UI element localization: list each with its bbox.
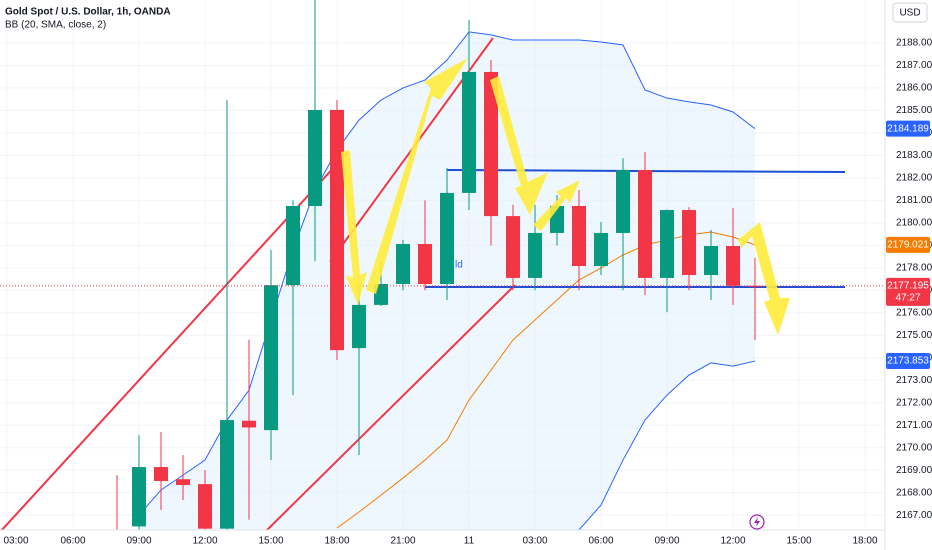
- chart-title: Gold Spot / U.S. Dollar, 1h, OANDA: [5, 7, 171, 18]
- trend-line: [265, 284, 516, 530]
- candle-body: [396, 243, 410, 285]
- candle-body: [110, 538, 124, 542]
- annotation-text: ld: [455, 260, 463, 271]
- price-label-box: [886, 353, 930, 370]
- y-tick-label: 2180.00: [896, 217, 932, 228]
- y-tick-label: 2186.00: [896, 83, 932, 94]
- candle-body: [440, 192, 454, 285]
- x-tick-label: 21:00: [390, 536, 415, 547]
- candle-body: [286, 205, 300, 286]
- band-line: [578, 360, 756, 530]
- x-tick-label: 18:00: [324, 536, 349, 547]
- y-tick-label: 2175.00: [896, 330, 932, 341]
- candle-body: [176, 479, 190, 486]
- x-tick-label: 09:00: [654, 536, 679, 547]
- y-tick-label: 2176.00: [896, 307, 932, 318]
- candle-body: [506, 216, 520, 278]
- y-tick-label: 2169.00: [896, 465, 932, 476]
- x-tick-label: 06:00: [588, 536, 613, 547]
- y-tick-label: 2188.00: [896, 38, 932, 49]
- arrow: [738, 222, 790, 335]
- y-tick-label: 2183.00: [896, 150, 932, 161]
- y-tick-label: 2170.00: [896, 442, 932, 453]
- y-tick-label: 2178.00: [896, 262, 932, 273]
- candle-body: [352, 304, 366, 349]
- y-tick-label: 2167.00: [896, 510, 932, 521]
- candle-body: [220, 420, 234, 529]
- candles: [0, 0, 885, 542]
- x-tick-label: 06:00: [60, 536, 85, 547]
- arrow: [341, 150, 367, 305]
- indicator-label: BB (20, SMA, close, 2): [5, 20, 106, 31]
- x-tick-label: 03:00: [3, 536, 28, 547]
- candle-body: [154, 467, 168, 481]
- candle-body: [308, 109, 322, 206]
- y-tick-label: 2187.00: [896, 60, 932, 71]
- candle-body: [704, 245, 718, 276]
- candle-body: [638, 169, 652, 278]
- currency-box[interactable]: [892, 2, 928, 23]
- x-tick-label: 03:00: [522, 536, 547, 547]
- price-label-box: [886, 277, 930, 306]
- arrows: [341, 58, 790, 335]
- arrow: [366, 58, 468, 294]
- price-label: 2179.021: [887, 239, 929, 250]
- price-label: 2177.195: [887, 281, 929, 292]
- y-tick-label: 2182.00: [896, 173, 932, 184]
- candle-body: [748, 285, 762, 287]
- candle-body: [484, 71, 498, 217]
- currency-label: USD: [899, 8, 920, 19]
- price-label-box: [886, 120, 930, 137]
- price-label: 2184.189: [887, 123, 929, 134]
- candle-body: [660, 210, 674, 278]
- x-tick-label: 12:00: [720, 536, 745, 547]
- candle-body: [726, 245, 740, 286]
- countdown-label: 47:27: [895, 293, 920, 304]
- x-tick-label: 11: [464, 536, 475, 547]
- y-tick-label: 2185.00: [896, 105, 932, 116]
- x-tick-label: 09:00: [126, 536, 151, 547]
- event-icon-bolt: [754, 517, 760, 527]
- candle-body: [374, 284, 388, 305]
- candle-body: [242, 420, 256, 428]
- price-label-box: [886, 236, 930, 253]
- candle-body: [572, 205, 586, 267]
- candle-body: [264, 285, 278, 431]
- candle-body: [462, 71, 476, 193]
- x-tick-label: 15:00: [786, 536, 811, 547]
- arrow: [533, 180, 580, 231]
- y-tick-label: 2168.00: [896, 487, 932, 498]
- y-tick-label: 2181.00: [896, 195, 932, 206]
- price-label: 2173.853: [887, 356, 929, 367]
- x-tick-label: 12:00: [192, 536, 217, 547]
- candle-body: [528, 232, 542, 278]
- candle-body: [330, 109, 344, 351]
- x-tick-label: 18:00: [852, 536, 877, 547]
- arrow: [490, 76, 548, 215]
- candle-body: [418, 243, 432, 285]
- candle-body: [132, 467, 146, 527]
- y-tick-label: 2171.00: [896, 420, 932, 431]
- candle-body: [594, 232, 608, 267]
- candle-body: [682, 210, 696, 276]
- x-tick-label: 15:00: [258, 536, 283, 547]
- y-tick-label: 2173.00: [896, 375, 932, 386]
- candle-body: [616, 169, 630, 233]
- band-line: [138, 31, 756, 516]
- candle-body: [198, 484, 212, 529]
- y-tick-label: 2172.00: [896, 397, 932, 408]
